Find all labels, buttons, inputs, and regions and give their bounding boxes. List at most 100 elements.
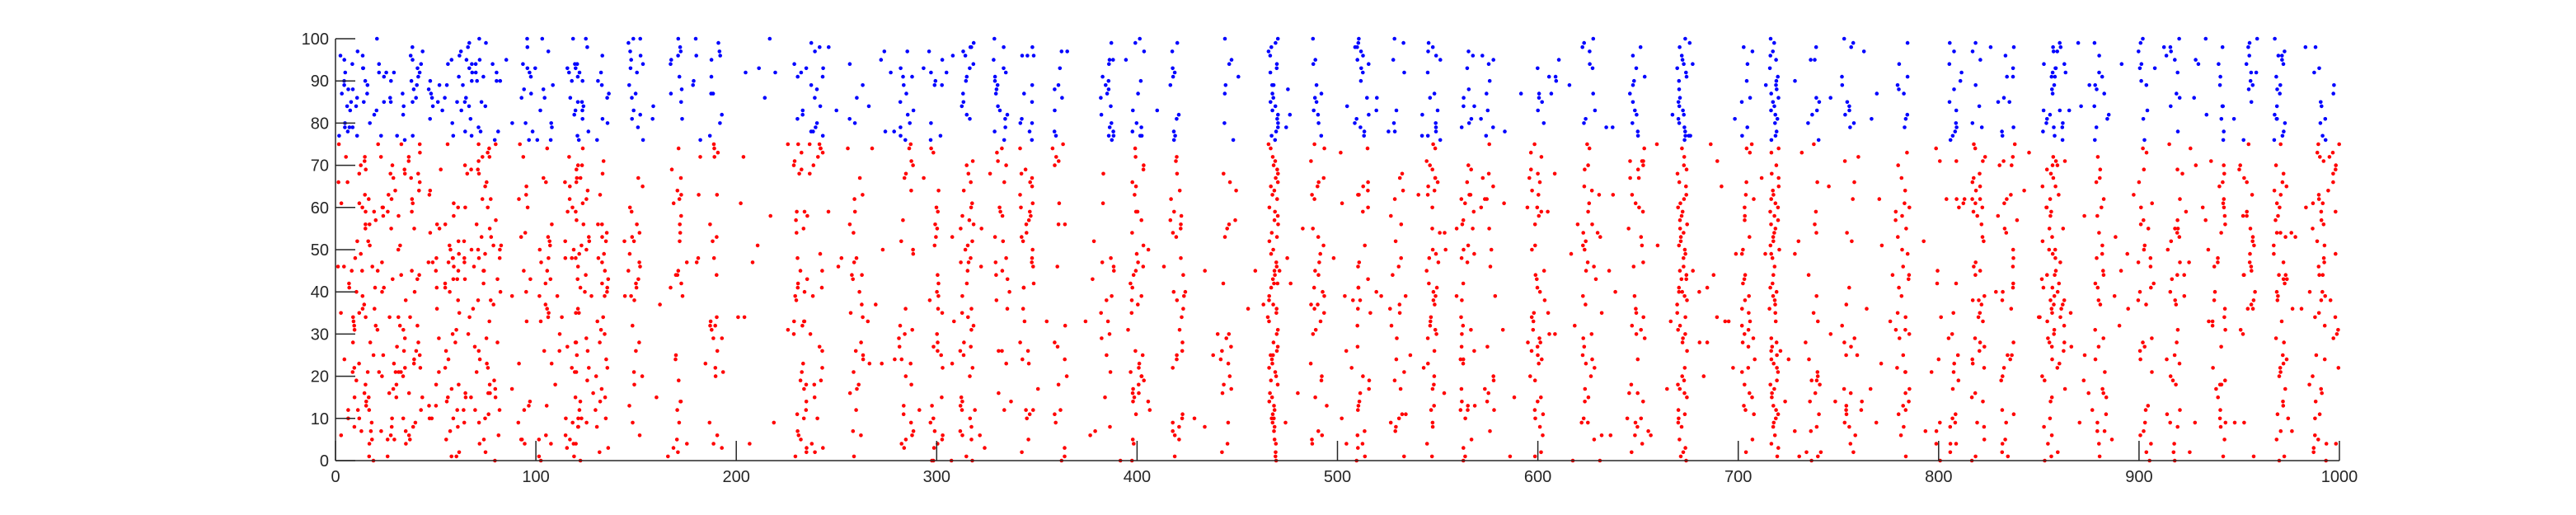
excitatory-spike-point: [966, 260, 971, 265]
excitatory-spike-point: [1356, 307, 1360, 311]
excitatory-spike-point: [1367, 386, 1371, 391]
inhibitory-spike-point: [2169, 49, 2173, 54]
inhibitory-spike-point: [2241, 138, 2245, 143]
excitatory-spike-point: [1613, 289, 1617, 294]
excitatory-spike-point: [966, 315, 970, 320]
excitatory-spike-point: [2000, 442, 2005, 446]
inhibitory-spike-point: [1472, 104, 1476, 109]
inhibitory-spike-point: [908, 121, 912, 125]
inhibitory-spike-point: [1387, 129, 1391, 133]
excitatory-spike-point: [1668, 319, 1673, 324]
excitatory-spike-point: [2311, 374, 2315, 378]
excitatory-spike-point: [2222, 307, 2227, 311]
excitatory-spike-point: [1771, 281, 1775, 286]
excitatory-spike-point: [2319, 209, 2324, 214]
inhibitory-spike-point: [1952, 49, 1956, 54]
excitatory-spike-point: [1697, 340, 1702, 344]
excitatory-spike-point: [903, 307, 908, 311]
excitatory-spike-point: [417, 142, 422, 147]
excitatory-spike-point: [462, 408, 466, 412]
excitatory-spike-point: [1431, 289, 1436, 294]
excitatory-spike-point: [808, 332, 813, 336]
excitatory-spike-point: [2216, 255, 2220, 260]
excitatory-spike-point: [1471, 227, 1475, 231]
inhibitory-spike-point: [1438, 58, 1443, 62]
inhibitory-spike-point: [2011, 74, 2015, 79]
inhibitory-spike-point: [1354, 117, 1358, 121]
excitatory-spike-point: [2281, 260, 2286, 265]
inhibitory-spike-point: [1402, 70, 1406, 75]
inhibitory-spike-point: [1168, 83, 1173, 87]
excitatory-spike-point: [853, 349, 858, 353]
excitatory-spike-point: [812, 395, 817, 400]
excitatory-spike-point: [2218, 408, 2222, 412]
excitatory-spike-point: [1527, 176, 1532, 180]
inhibitory-spike-point: [2278, 83, 2283, 87]
excitatory-spike-point: [2172, 353, 2177, 358]
excitatory-spike-point: [1361, 184, 1365, 189]
inhibitory-spike-point: [1895, 83, 1900, 87]
excitatory-spike-point: [391, 176, 396, 180]
excitatory-spike-point: [2241, 213, 2245, 218]
excitatory-spike-point: [1899, 294, 1904, 298]
excitatory-spike-point: [591, 391, 595, 396]
excitatory-spike-point: [1404, 412, 1408, 417]
excitatory-spike-point: [1004, 163, 1008, 167]
inhibitory-spike-point: [1973, 83, 1978, 87]
inhibitory-spike-point: [1953, 129, 1958, 133]
excitatory-spike-point: [1586, 395, 1591, 400]
excitatory-spike-point: [1408, 353, 1413, 358]
excitatory-spike-point: [1002, 408, 1006, 412]
inhibitory-spike-point: [1851, 40, 1856, 45]
inhibitory-spike-point: [866, 104, 871, 109]
excitatory-spike-point: [634, 285, 639, 290]
excitatory-spike-point: [627, 404, 631, 408]
inhibitory-spike-point: [2177, 96, 2182, 100]
excitatory-spike-point: [2101, 197, 2106, 201]
inhibitory-spike-point: [350, 62, 354, 66]
excitatory-spike-point: [598, 340, 602, 344]
inhibitory-spike-point: [2044, 121, 2048, 125]
excitatory-spike-point: [1684, 193, 1688, 197]
inhibitory-spike-point: [574, 66, 578, 71]
excitatory-spike-point: [1996, 213, 2001, 218]
inhibitory-spike-point: [365, 91, 369, 96]
excitatory-spike-point: [1953, 420, 1958, 425]
excitatory-spike-point: [1905, 150, 1909, 155]
excitatory-spike-point: [1978, 184, 1982, 189]
inhibitory-spike-point: [2052, 125, 2056, 129]
excitatory-spike-point: [1633, 420, 1638, 425]
inhibitory-spike-point: [1676, 117, 1681, 121]
excitatory-spike-point: [1842, 159, 1847, 163]
inhibitory-spike-point: [2011, 66, 2015, 71]
excitatory-spike-point: [1229, 344, 1233, 349]
excitatory-spike-point: [939, 353, 943, 358]
excitatory-spike-point: [443, 222, 448, 227]
excitatory-spike-point: [676, 269, 681, 273]
excitatory-spike-point: [1130, 285, 1134, 290]
excitatory-spike-point: [2223, 222, 2227, 227]
excitatory-spike-point: [1272, 416, 1276, 421]
inhibitory-spike-point: [605, 121, 610, 125]
excitatory-spike-point: [794, 298, 799, 302]
y-tick-label: 100: [302, 30, 329, 49]
excitatory-spike-point: [1110, 294, 1114, 298]
excitatory-spike-point: [1579, 420, 1584, 425]
excitatory-spike-point: [1130, 231, 1134, 235]
excitatory-spike-point: [1275, 180, 1280, 185]
excitatory-spike-point: [1746, 344, 1751, 349]
inhibitory-spike-point: [827, 44, 831, 49]
excitatory-spike-point: [1844, 353, 1848, 358]
excitatory-spike-point: [1424, 159, 1429, 163]
inhibitory-spike-point: [638, 54, 643, 58]
inhibitory-spike-point: [1774, 58, 1778, 62]
excitatory-spike-point: [1682, 247, 1687, 252]
excitatory-spike-point: [897, 344, 902, 349]
excitatory-spike-point: [2114, 235, 2118, 239]
excitatory-spike-point: [598, 328, 603, 332]
excitatory-spike-point: [903, 332, 907, 336]
excitatory-spike-point: [1340, 201, 1344, 205]
excitatory-spike-point: [1030, 184, 1035, 189]
excitatory-spike-point: [1538, 340, 1542, 344]
excitatory-spike-point: [1394, 357, 1399, 362]
